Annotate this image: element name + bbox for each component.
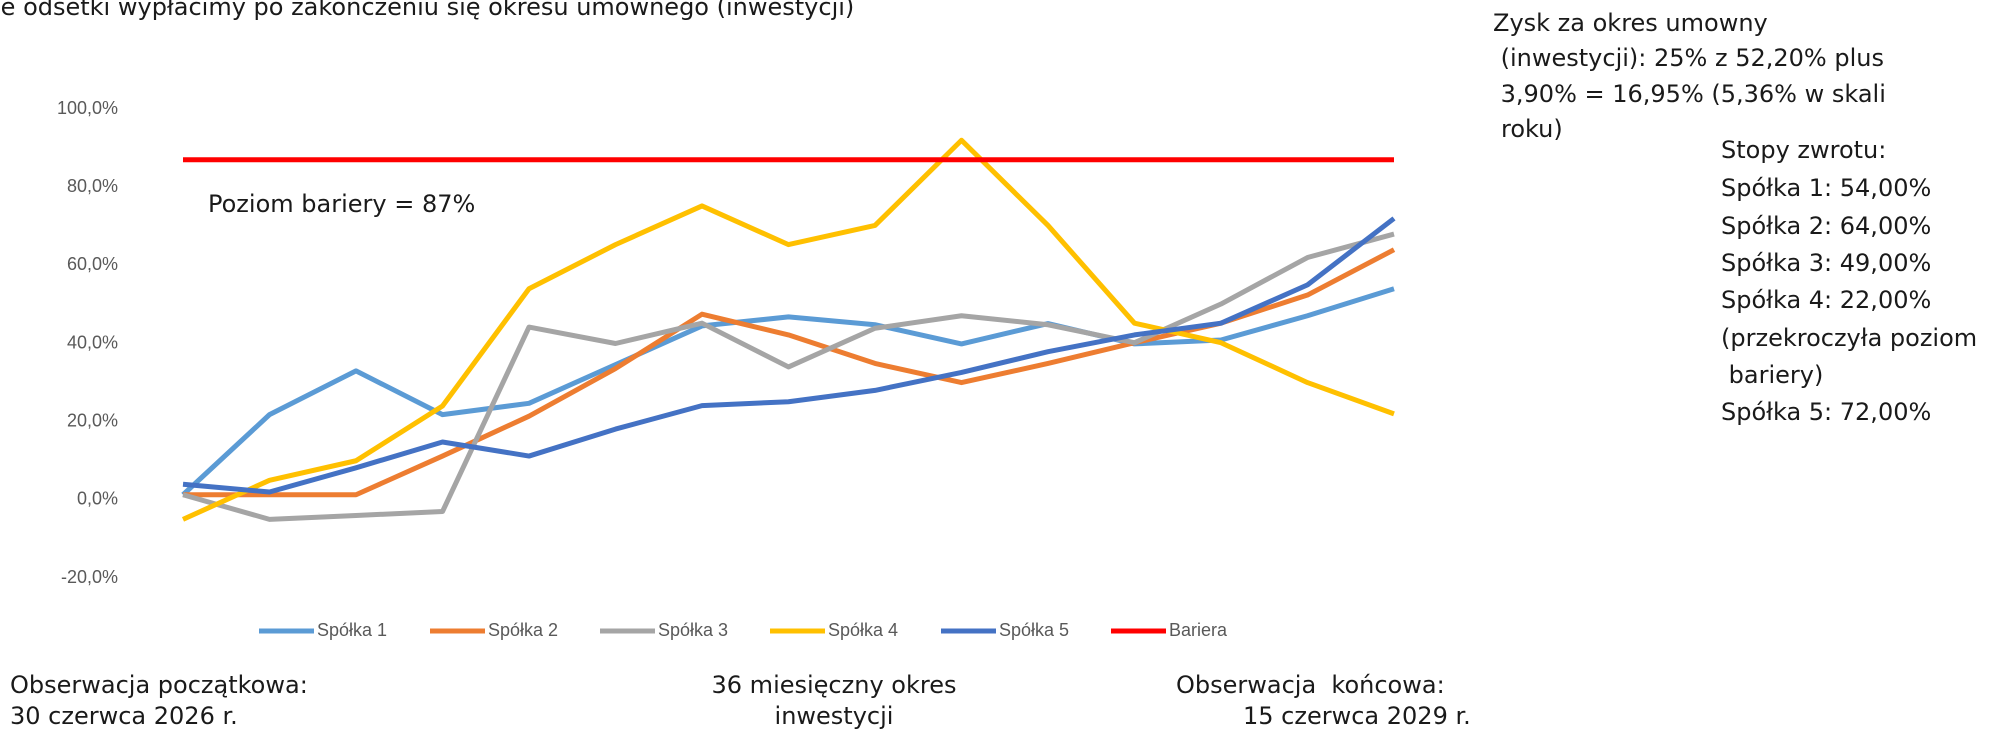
note-text: Obserwacja początkowa: [10, 671, 308, 699]
legend-label: Spółka 3 [658, 620, 728, 640]
note-text: Spółka 1: 54,00% [1721, 174, 1931, 202]
legend-label: Bariera [1169, 620, 1228, 640]
y-tick-label: 40,0% [67, 332, 118, 352]
y-tick-label: 0,0% [77, 489, 118, 509]
note-text: roku) [1501, 115, 1563, 143]
series-line [182, 231, 1395, 522]
y-tick-label: 100,0% [57, 98, 118, 118]
annotation: Poziom bariery = 87% [208, 190, 475, 218]
note-text: Spółka 2: 64,00% [1721, 212, 1931, 240]
y-tick-label: -20,0% [61, 567, 118, 587]
note-text: inwestycji [775, 702, 894, 729]
chart-title: ie odsetki wypłacimy po zakończeniu się … [0, 0, 854, 21]
series-line [183, 247, 1396, 498]
note-text: Spółka 4: 22,00% [1721, 286, 1931, 314]
note-text: (przekroczyła poziom [1721, 324, 1977, 352]
series-line [181, 137, 1395, 522]
legend-label: Spółka 2 [488, 620, 558, 640]
note-text: 36 miesięczny okres [712, 671, 957, 699]
y-tick-label: 20,0% [67, 410, 118, 430]
note-text: 30 czerwca 2026 r. [10, 702, 238, 729]
note-text: Spółka 3: 49,00% [1721, 249, 1931, 277]
note-text: Stopy zwrotu: [1721, 136, 1886, 164]
note-text: Spółka 5: 72,00% [1721, 398, 1931, 426]
note-text: (inwestycji): 25% z 52,20% plus [1493, 44, 1884, 72]
y-tick-label: 80,0% [67, 176, 118, 196]
legend-label: Spółka 5 [999, 620, 1069, 640]
series-line [181, 286, 1395, 497]
note-text: Obserwacja końcowa: [1176, 671, 1445, 699]
note-text: bariery) [1721, 361, 1823, 389]
y-tick-label: 60,0% [67, 254, 118, 274]
note-text: 15 czerwca 2029 r. [1243, 702, 1471, 729]
note-text: Zysk za okres umowny [1493, 9, 1768, 37]
legend-label: Spółka 1 [317, 620, 387, 640]
note-text: 3,90% = 16,95% (5,36% w skali [1493, 80, 1886, 108]
series-line [182, 216, 1396, 495]
legend-label: Spółka 4 [828, 620, 898, 640]
